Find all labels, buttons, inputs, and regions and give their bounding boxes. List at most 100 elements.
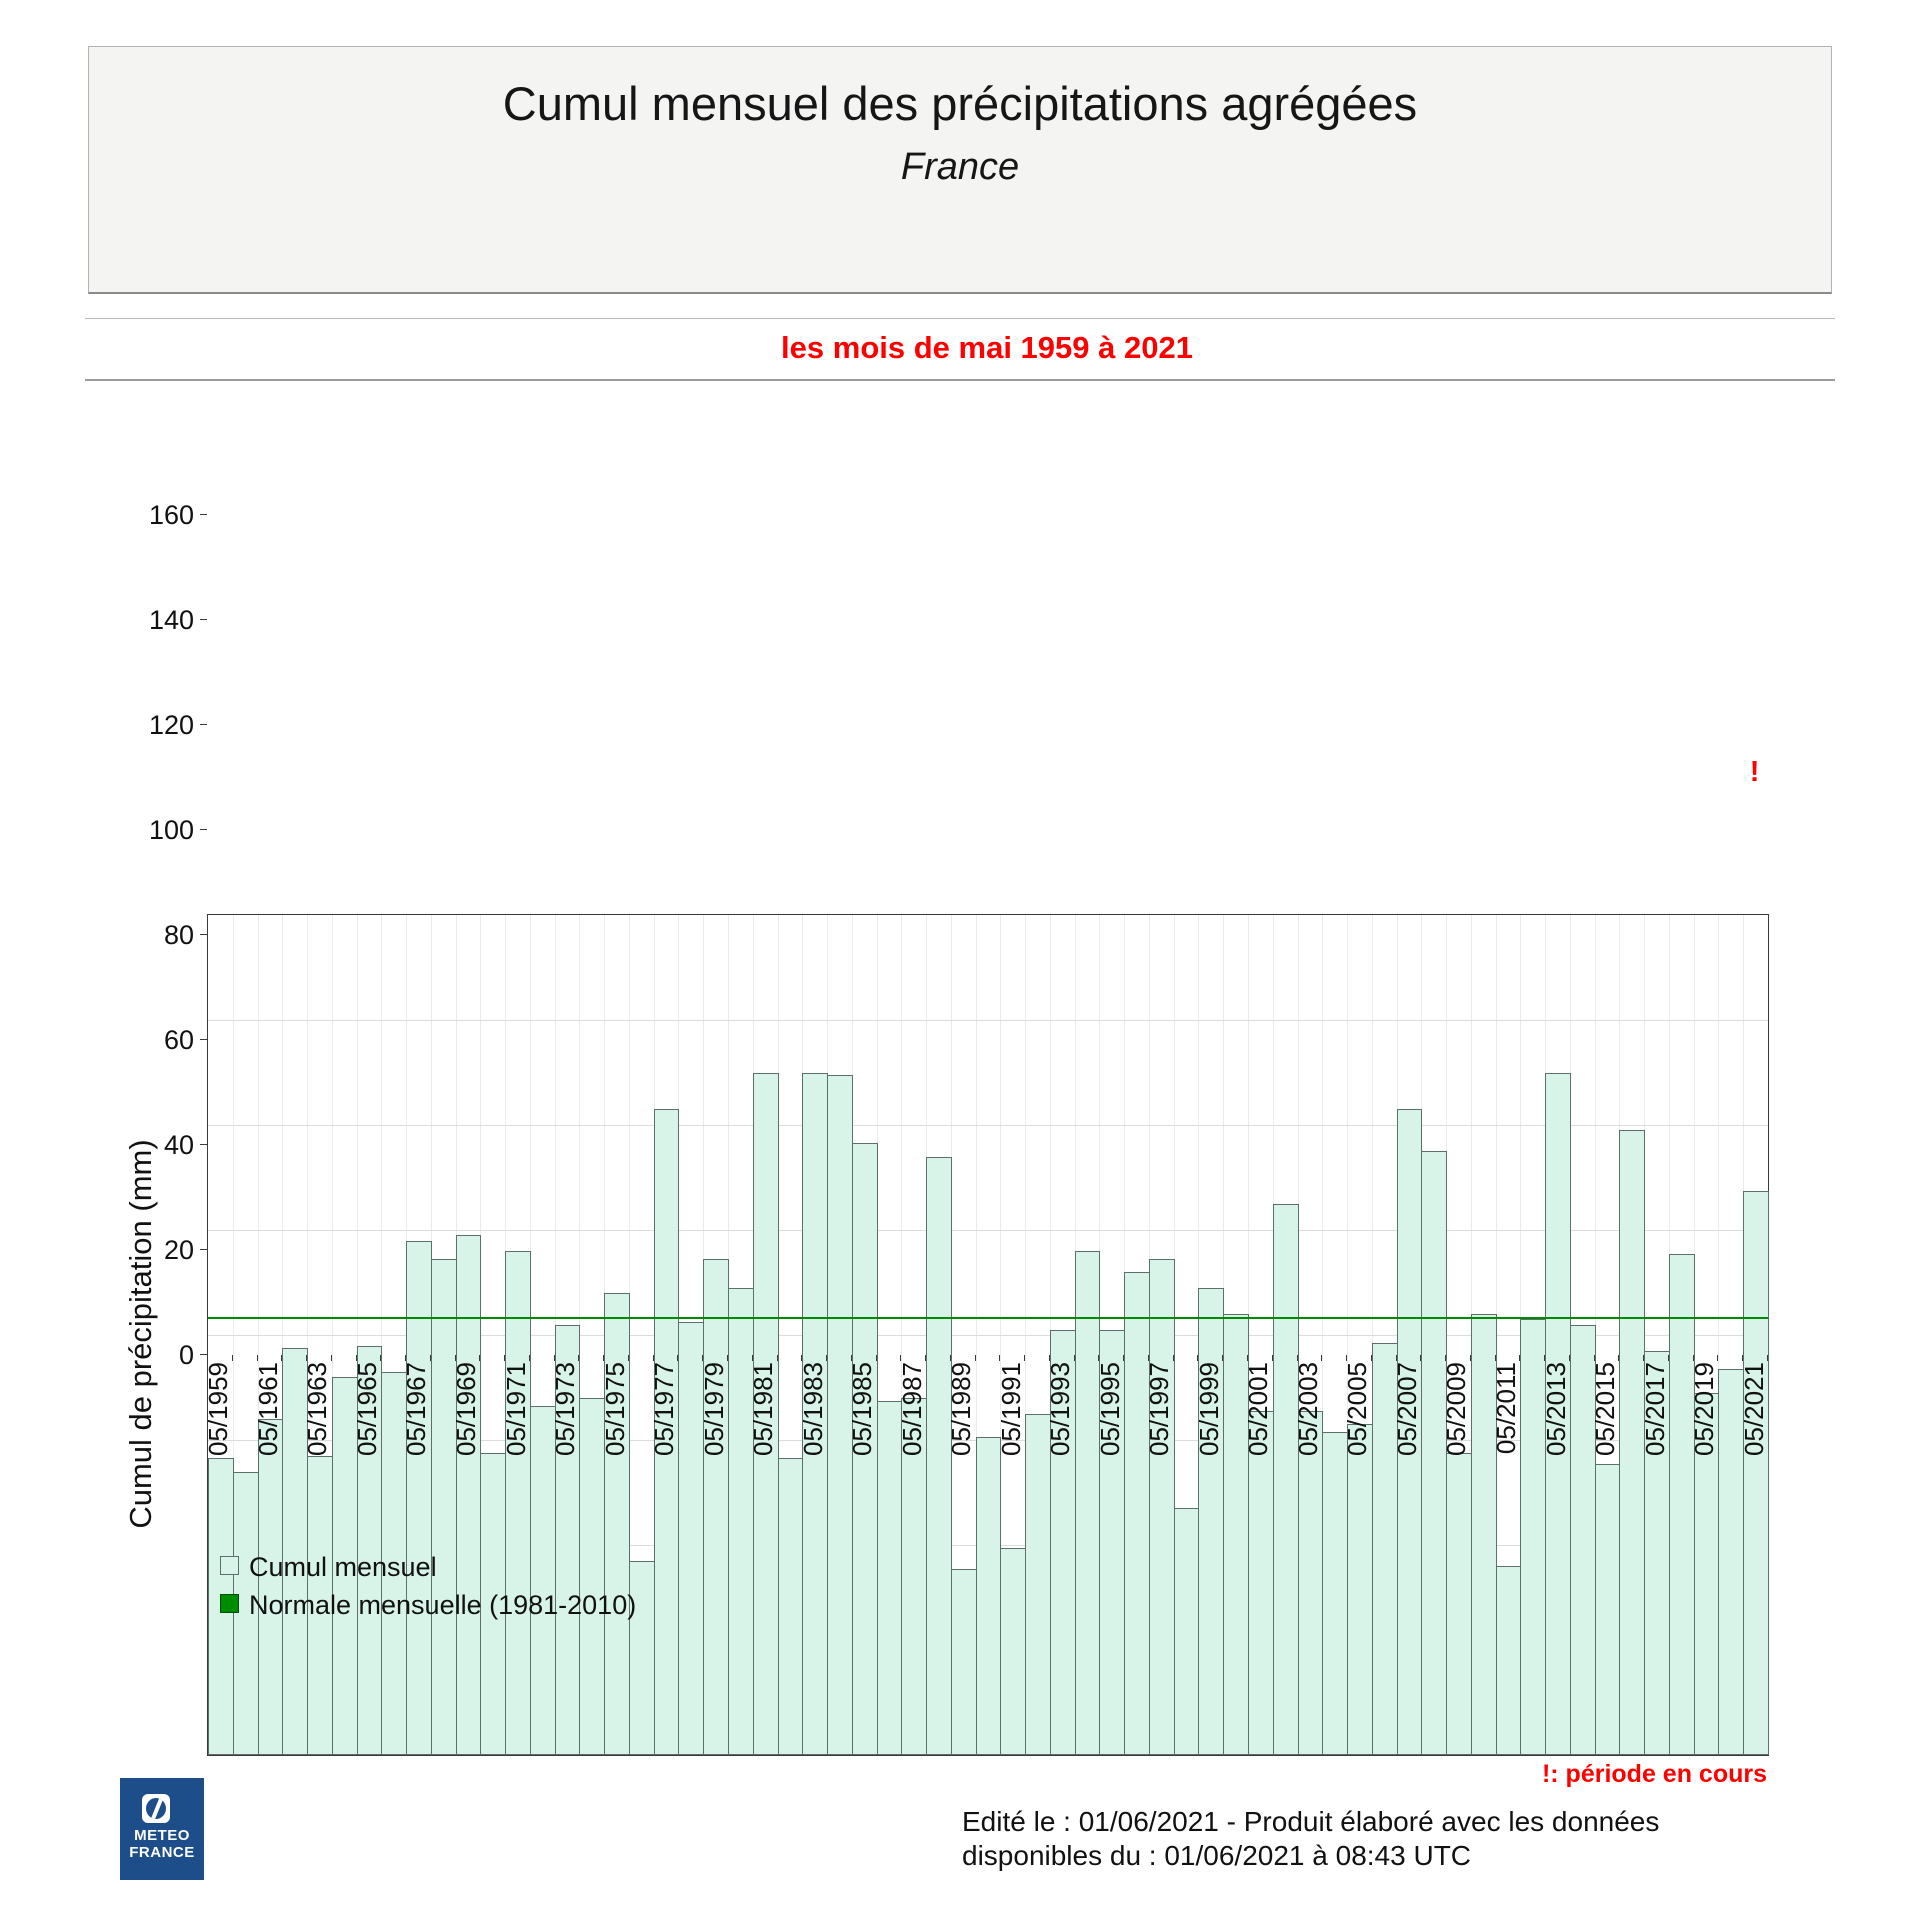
- bar-2006: [1371, 1342, 1398, 1755]
- x-tick: [826, 1355, 828, 1361]
- y-tick: [200, 1249, 207, 1250]
- precipitation-chart: Cumul de précipitation (mm) 0 20 40 60 80 100…: [0, 400, 1920, 1756]
- horizontal-gridline: [208, 1335, 1768, 1336]
- bar-1996: [1124, 1272, 1150, 1755]
- x-tick: [850, 1355, 852, 1361]
- divider-line: [85, 318, 1835, 319]
- bar-1972: [529, 1405, 556, 1755]
- y-tick: [200, 829, 207, 830]
- x-tick: [1643, 1355, 1645, 1361]
- logo-word-france: FRANCE: [129, 1844, 195, 1861]
- bar-1962: [282, 1348, 309, 1755]
- bar-2011: [1495, 1566, 1522, 1755]
- bar-1986: [876, 1400, 903, 1755]
- x-tick: [1024, 1355, 1026, 1361]
- x-tick: [1717, 1355, 1719, 1361]
- y-tick-label: 40: [163, 1130, 194, 1160]
- x-tick: [231, 1355, 233, 1361]
- x-tick: [1247, 1355, 1248, 1361]
- x-tick: [974, 1355, 976, 1361]
- y-tick: [200, 619, 207, 620]
- bar-1991: [1000, 1547, 1027, 1755]
- x-tick: [330, 1355, 332, 1361]
- y-tick-label: 0: [178, 1340, 194, 1370]
- bar-2002: [1272, 1203, 1299, 1755]
- x-tick: [875, 1355, 877, 1361]
- horizontal-gridline: [208, 1125, 1768, 1126]
- y-tick-label: 20: [163, 1235, 194, 1265]
- x-tick: [900, 1355, 902, 1361]
- bar-1990: [975, 1437, 1002, 1755]
- y-tick: [200, 1354, 207, 1355]
- x-tick: [801, 1355, 803, 1361]
- x-tick: [1742, 1355, 1744, 1361]
- y-tick: [200, 934, 207, 935]
- x-tick: [1296, 1355, 1298, 1361]
- legend-label-cumul: Cumul mensuel: [249, 1552, 437, 1582]
- y-tick-label: 160: [148, 500, 194, 530]
- x-tick: [281, 1355, 283, 1361]
- x-tick: [1445, 1355, 1447, 1361]
- page-title: Cumul mensuel des précipitations agrégée…: [502, 77, 1418, 130]
- x-tick: [1048, 1355, 1050, 1361]
- x-tick: [1098, 1355, 1100, 1361]
- x-tick: [776, 1355, 778, 1361]
- x-tick: [1346, 1355, 1348, 1361]
- x-tick: [949, 1355, 951, 1361]
- bar-2021: [1743, 1190, 1769, 1755]
- x-tick: [1321, 1355, 1323, 1361]
- bar-1999: [1198, 1287, 1225, 1755]
- x-tick: [727, 1355, 728, 1361]
- bar-1988: [926, 1156, 952, 1755]
- x-tick: [751, 1355, 753, 1361]
- bar-1989: [950, 1568, 977, 1755]
- meteo-france-icon: [142, 1794, 170, 1823]
- x-tick: [652, 1355, 654, 1361]
- x-tick: [578, 1355, 580, 1361]
- x-tick: [1197, 1355, 1199, 1361]
- x-tick: [1172, 1355, 1174, 1361]
- x-tick: [1544, 1355, 1546, 1361]
- x-tick: [1519, 1355, 1521, 1361]
- bar-2018: [1668, 1253, 1695, 1755]
- x-tick: [1692, 1355, 1694, 1361]
- bar-2019: [1693, 1392, 1720, 1755]
- bar-1968: [430, 1258, 457, 1755]
- y-tick: [200, 724, 207, 725]
- bar-2010: [1470, 1314, 1497, 1755]
- bar-1979: [703, 1258, 729, 1755]
- x-tick: [528, 1355, 530, 1361]
- bar-2000: [1223, 1314, 1249, 1755]
- bar-1994: [1074, 1251, 1101, 1755]
- bar-1997: [1148, 1258, 1175, 1755]
- bar-1969: [455, 1235, 482, 1755]
- logo-word-meteo: METEO: [134, 1827, 190, 1844]
- x-tick: [380, 1355, 382, 1361]
- y-tick-label: 120: [148, 710, 194, 740]
- bar-1992: [1025, 1413, 1051, 1755]
- horizontal-gridline: [208, 1020, 1768, 1021]
- x-tick: [405, 1355, 407, 1361]
- bar-2003: [1297, 1411, 1324, 1755]
- bar-2005: [1347, 1424, 1373, 1755]
- x-tick: [603, 1355, 605, 1361]
- x-tick: [553, 1355, 555, 1361]
- x-tick: [925, 1355, 927, 1361]
- y-tick: [200, 514, 207, 515]
- x-tick: [1222, 1355, 1224, 1361]
- current-period-marker: !: [1749, 755, 1760, 788]
- edition-info-line1: Edité le : 01/06/2021 - Produit élaboré …: [962, 1806, 1660, 1837]
- y-tick-label: 140: [148, 605, 194, 635]
- x-tick: [702, 1355, 704, 1361]
- period-label: les mois de mai 1959 à 2021: [781, 330, 1193, 365]
- legend-label-normale: Normale mensuelle (1981-2010): [249, 1590, 637, 1620]
- y-tick-label: 100: [148, 815, 194, 845]
- x-tick: [999, 1355, 1001, 1361]
- bar-1975: [604, 1293, 630, 1755]
- x-tick: [1073, 1355, 1075, 1361]
- bar-1998: [1173, 1508, 1200, 1755]
- x-tick: [1370, 1355, 1372, 1361]
- x-tick: [454, 1355, 456, 1361]
- plot-area: [207, 914, 1769, 1756]
